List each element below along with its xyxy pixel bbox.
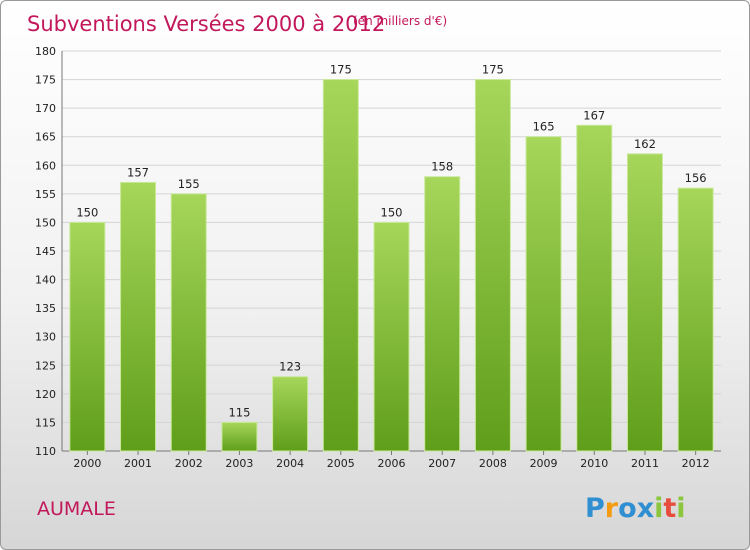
commune-name: AUMALE [37,498,116,520]
x-tick-label: 2011 [631,457,659,470]
bar [221,421,258,452]
bar [424,176,461,452]
logo-letter: r [605,493,619,524]
bar-value-label: 150 [381,205,403,219]
y-tick-label: 125 [35,359,56,372]
y-tick-label: 165 [35,131,56,144]
bars: 150 157 155 115 123 175 150 158 175 165 167 162 156 [69,63,714,452]
logo-letter: i [676,493,685,524]
x-tick-label: 2001 [124,457,152,470]
bar-value-label: 158 [431,160,453,174]
bar-value-label: 157 [127,165,149,179]
bar [474,79,511,452]
y-tick-label: 130 [35,331,56,344]
y-tick-label: 155 [35,188,56,201]
chart-title: Subventions Versées 2000 à 2012 [27,12,385,36]
x-tick-label: 2000 [73,457,101,470]
logo-letter: P [585,493,605,524]
y-tick-label: 110 [35,445,56,458]
y-tick-label: 150 [35,216,56,229]
bar [170,193,207,452]
logo-letter: i [654,493,663,524]
bar [373,221,410,452]
bar-value-label: 123 [279,360,301,374]
axis-ticks: 110 115 120 125 130 135 140 145 150 155 160 165 170 1… [35,45,710,470]
chart-subtitle: (en milliers d'€) [353,14,447,28]
bar-value-label: 162 [634,137,656,151]
logo-letter: t [663,493,676,524]
bar [525,136,562,452]
proxiti-logo: Proxiti [585,493,686,524]
bar-value-label: 175 [482,63,504,77]
y-tick-label: 120 [35,388,56,401]
x-tick-label: 2009 [530,457,558,470]
bar [120,181,157,452]
bar-value-label: 115 [228,405,250,419]
x-tick-label: 2003 [225,457,253,470]
x-tick-label: 2010 [580,457,608,470]
x-tick-label: 2008 [479,457,507,470]
x-tick-label: 2006 [378,457,406,470]
y-tick-label: 180 [35,45,56,58]
x-tick-label: 2004 [276,457,304,470]
bar-value-label: 155 [178,177,200,191]
y-tick-label: 160 [35,159,56,172]
bar-value-label: 175 [330,63,352,77]
bar [272,376,309,452]
x-tick-label: 2012 [682,457,710,470]
y-tick-label: 175 [35,74,56,87]
y-tick-label: 170 [35,102,56,115]
y-tick-label: 115 [35,416,56,429]
logo-letter: o [618,493,637,524]
y-tick-label: 140 [35,274,56,287]
bar [69,221,106,452]
y-tick-label: 135 [35,302,56,315]
bar-value-label: 156 [685,171,707,185]
y-tick-label: 145 [35,245,56,258]
logo-letter: x [637,493,654,524]
bar-value-label: 150 [76,205,98,219]
bar [626,153,663,452]
bar [576,124,613,452]
x-tick-label: 2002 [175,457,203,470]
x-tick-label: 2005 [327,457,355,470]
bar-value-label: 165 [533,120,555,134]
bar [677,187,714,452]
x-tick-label: 2007 [428,457,456,470]
bar [322,79,359,452]
bar-value-label: 167 [583,108,605,122]
